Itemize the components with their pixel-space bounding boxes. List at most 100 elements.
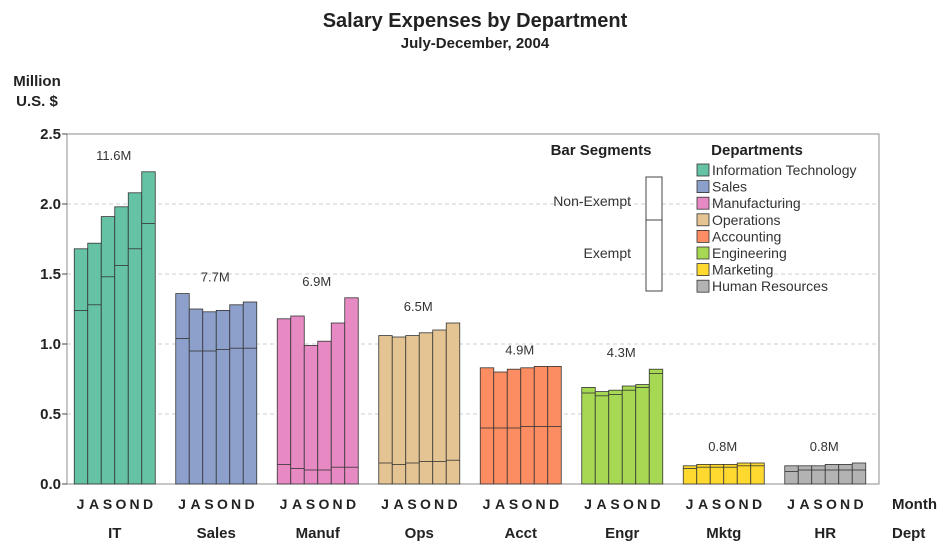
bar xyxy=(797,465,813,485)
month-tick-label: A xyxy=(89,496,100,512)
month-tick-label: O xyxy=(522,496,534,512)
plot-frame xyxy=(66,133,880,485)
dept-tick-label: Sales xyxy=(197,525,236,542)
legend-entry-hr: Human Resources xyxy=(712,278,828,294)
bar xyxy=(581,386,596,485)
month-tick-label: D xyxy=(549,496,560,512)
bar-group-manuf xyxy=(276,297,359,485)
month-tick-label: D xyxy=(447,496,458,512)
month-tick-label: J xyxy=(584,496,593,512)
bar xyxy=(330,322,346,485)
bar xyxy=(506,368,522,485)
bar xyxy=(290,315,305,485)
total-label: 4.9M xyxy=(505,342,534,357)
legend-entry-mktg: Marketing xyxy=(712,262,773,278)
month-tick-label: O xyxy=(420,496,432,512)
month-tick-label: D xyxy=(244,496,255,512)
month-tick-label: N xyxy=(840,496,851,512)
bar xyxy=(276,318,292,485)
month-tick-label: D xyxy=(650,496,661,512)
legend-entry-ops: Operations xyxy=(712,212,780,228)
month-tick-label: S xyxy=(712,496,722,512)
dept-tick-label: IT xyxy=(108,525,121,542)
bar-group-engr xyxy=(581,368,664,485)
legend-swatch-engr xyxy=(696,246,710,260)
month-tick-label: A xyxy=(190,496,201,512)
legend-segment-swatch xyxy=(645,176,663,292)
legend-swatch-hr xyxy=(696,279,710,293)
bar xyxy=(479,367,495,485)
month-tick-label: A xyxy=(393,496,404,512)
legend-entry-it: Information Technology xyxy=(712,162,857,178)
chart-title: Salary Expenses by Department xyxy=(323,10,628,32)
dept-tick-label: Engr xyxy=(605,525,639,542)
y-axis-label-line1: Million xyxy=(13,73,61,90)
total-label: 7.7M xyxy=(201,270,230,285)
total-label: 6.5M xyxy=(404,299,433,314)
month-tick-label: N xyxy=(332,496,343,512)
month-tick-label: D xyxy=(143,496,154,512)
dept-tick-label: Mktg xyxy=(706,525,741,542)
month-tick-label: J xyxy=(280,496,289,512)
y-tick-label: 2.0 xyxy=(40,196,61,213)
bar xyxy=(851,462,867,485)
bar xyxy=(344,297,359,485)
y-tick-label: 1.0 xyxy=(40,336,61,353)
total-label: 11.6M xyxy=(96,148,131,163)
month-axis-label: Month xyxy=(892,496,937,513)
month-tick-label: S xyxy=(306,496,316,512)
month-tick-label: N xyxy=(738,496,749,512)
month-tick-label: S xyxy=(407,496,417,512)
legend-entry-acct: Accounting xyxy=(712,228,781,244)
month-tick-label: A xyxy=(495,496,506,512)
bar xyxy=(432,329,447,485)
month-tick-label: N xyxy=(434,496,445,512)
bar-group-sales xyxy=(175,293,258,485)
bar xyxy=(838,463,853,485)
month-tick-label: S xyxy=(813,496,823,512)
bar xyxy=(621,385,637,485)
month-tick-label: J xyxy=(483,496,492,512)
month-tick-label: S xyxy=(204,496,214,512)
month-tick-label: J xyxy=(381,496,390,512)
bar xyxy=(547,365,562,485)
bar xyxy=(520,367,535,485)
bar xyxy=(202,311,217,485)
month-tick-label: O xyxy=(116,496,128,512)
month-tick-label: J xyxy=(178,496,187,512)
bar-group-it xyxy=(73,171,156,485)
bar-group-acct xyxy=(479,365,562,485)
legend-swatch-mktg xyxy=(696,263,710,277)
month-tick-label: J xyxy=(787,496,796,512)
bar xyxy=(378,335,393,485)
legend-swatch-manuf xyxy=(696,196,710,210)
total-label: 0.8M xyxy=(810,439,839,454)
bar xyxy=(127,192,143,485)
bar xyxy=(594,391,610,485)
legend-entry-sales: Sales xyxy=(712,179,747,195)
department-total-labels: 11.6M 7.7M 6.9M 6.5M 4.9M 4.3M 0.8M 0.8M xyxy=(96,148,839,454)
month-tick-label: S xyxy=(610,496,620,512)
bar xyxy=(405,335,420,485)
bar xyxy=(445,322,461,485)
month-tick-label: N xyxy=(231,496,242,512)
legend-entry-manuf: Manufacturing xyxy=(712,195,801,211)
month-tick-label: O xyxy=(725,496,737,512)
dept-tick-label: HR xyxy=(814,525,836,542)
legend-bar-segments: Bar Segments Non-Exempt Exempt xyxy=(551,142,663,292)
month-tick-label: O xyxy=(623,496,635,512)
bar xyxy=(242,301,258,485)
bars xyxy=(73,171,867,485)
bar xyxy=(175,293,190,485)
bar xyxy=(824,463,840,485)
month-tick-label: S xyxy=(103,496,113,512)
y-axis-label-line2: U.S. $ xyxy=(16,93,58,110)
month-tick-label: N xyxy=(129,496,140,512)
dept-axis-label: Dept xyxy=(892,525,925,542)
bar xyxy=(87,242,102,485)
bar xyxy=(648,368,664,485)
bar xyxy=(533,365,549,485)
month-tick-label: J xyxy=(77,496,86,512)
